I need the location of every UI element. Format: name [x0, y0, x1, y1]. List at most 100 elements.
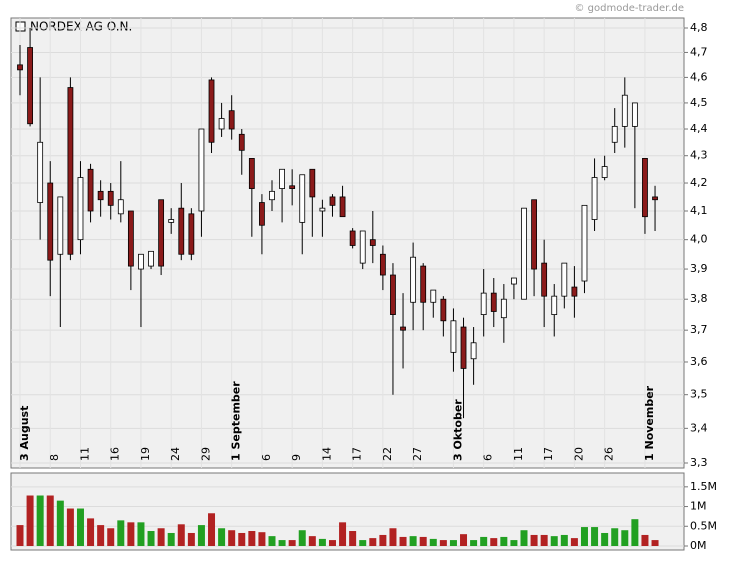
- candle-body: [420, 265, 427, 303]
- x-tick-label: 17: [542, 447, 555, 461]
- volume-bar: [369, 538, 377, 546]
- candle-body: [642, 158, 648, 218]
- y-tick-label: 4,3: [690, 149, 708, 162]
- y-tick-label: 1.5M: [690, 480, 717, 493]
- candle-body: [289, 185, 296, 189]
- legend-label: NORDEX AG O.N.: [30, 20, 132, 34]
- volume-bar: [591, 527, 599, 546]
- volume-bar: [439, 540, 447, 546]
- candle-body: [37, 141, 44, 203]
- volume-bar: [399, 536, 407, 546]
- candle-body: [621, 94, 628, 127]
- candle-body: [228, 110, 235, 130]
- volume-bar: [308, 536, 316, 546]
- candle-body: [460, 326, 467, 369]
- candle-body: [269, 190, 275, 201]
- candle-body: [490, 292, 497, 312]
- volume-bar: [560, 534, 568, 546]
- candle-body: [127, 210, 134, 267]
- candle-body: [652, 196, 658, 201]
- candle-body: [440, 298, 447, 322]
- volume-bar: [570, 538, 578, 546]
- volume-bar: [228, 530, 236, 546]
- volume-bar: [298, 530, 306, 546]
- y-tick-label: 4,5: [690, 96, 708, 109]
- volume-bar: [107, 528, 115, 546]
- volume-bar: [429, 538, 437, 546]
- candle-body: [410, 256, 417, 303]
- volume-bar: [87, 518, 95, 546]
- y-tick-label: 0.5M: [690, 519, 717, 532]
- candle-body: [390, 274, 396, 315]
- volume-bar: [197, 525, 205, 546]
- candle-body: [148, 250, 154, 267]
- candle-body: [521, 207, 527, 300]
- candle-body: [158, 199, 165, 267]
- candle-body: [561, 262, 568, 297]
- candle-body: [500, 298, 507, 319]
- candle-body: [591, 177, 598, 220]
- candle-body: [551, 295, 558, 315]
- volume-bar: [177, 524, 185, 546]
- candle-body: [47, 182, 54, 261]
- candle-body: [450, 320, 457, 353]
- volume-bar: [480, 536, 488, 546]
- volume-bar: [550, 536, 558, 546]
- candle-body: [208, 79, 215, 143]
- candle-body: [198, 128, 205, 212]
- candle-body: [319, 207, 326, 212]
- volume-bar: [208, 513, 216, 546]
- volume-bar: [26, 495, 34, 546]
- volume-bar: [147, 531, 155, 546]
- candle-body: [188, 213, 195, 255]
- x-tick-label: 27: [411, 447, 424, 461]
- volume-bar: [167, 532, 175, 546]
- candle-body: [531, 199, 537, 270]
- candle-body: [309, 168, 316, 198]
- volume-bar: [601, 532, 609, 546]
- volume-bar: [76, 508, 84, 546]
- volume-bar: [218, 528, 226, 546]
- candle-body: [480, 292, 487, 315]
- y-tick-label: 3,5: [690, 388, 708, 401]
- volume-bar: [349, 531, 357, 546]
- x-tick-label: 9: [290, 454, 303, 461]
- y-tick-label: 4,2: [690, 176, 708, 189]
- volume-bar: [288, 540, 296, 546]
- volume-bar: [328, 540, 336, 546]
- candle-body: [430, 289, 437, 303]
- volume-bar: [621, 530, 629, 546]
- candle-body: [218, 118, 225, 130]
- volume-bar: [318, 538, 326, 546]
- y-tick-label: 3,6: [690, 355, 708, 368]
- candle-body: [27, 47, 33, 125]
- volume-bar: [641, 534, 649, 546]
- volume-bar: [631, 519, 639, 546]
- candle-body: [87, 168, 94, 212]
- candle-body: [279, 168, 285, 189]
- volume-bar: [409, 536, 417, 546]
- volume-bar: [258, 532, 266, 546]
- volume-bar: [419, 536, 427, 546]
- candle-body: [541, 262, 548, 297]
- candle-body: [359, 230, 366, 264]
- volume-bar: [500, 536, 508, 546]
- x-tick-label: 20: [572, 447, 585, 461]
- y-tick-label: 4,4: [690, 122, 708, 135]
- candle-body: [259, 202, 265, 226]
- candle-body: [57, 196, 64, 255]
- candle-body: [17, 64, 23, 71]
- candle-body: [329, 196, 336, 206]
- candle-body: [400, 326, 406, 331]
- candle-body: [581, 204, 588, 282]
- volume-bar: [97, 525, 105, 546]
- watermark: © godmode-trader.de: [575, 3, 685, 14]
- x-tick-label: 14: [320, 447, 333, 461]
- candle-body: [138, 253, 144, 270]
- volume-bar: [117, 520, 125, 546]
- candle-body: [168, 219, 175, 223]
- y-tick-label: 0M: [690, 539, 707, 552]
- x-tick-label: 19: [139, 447, 152, 461]
